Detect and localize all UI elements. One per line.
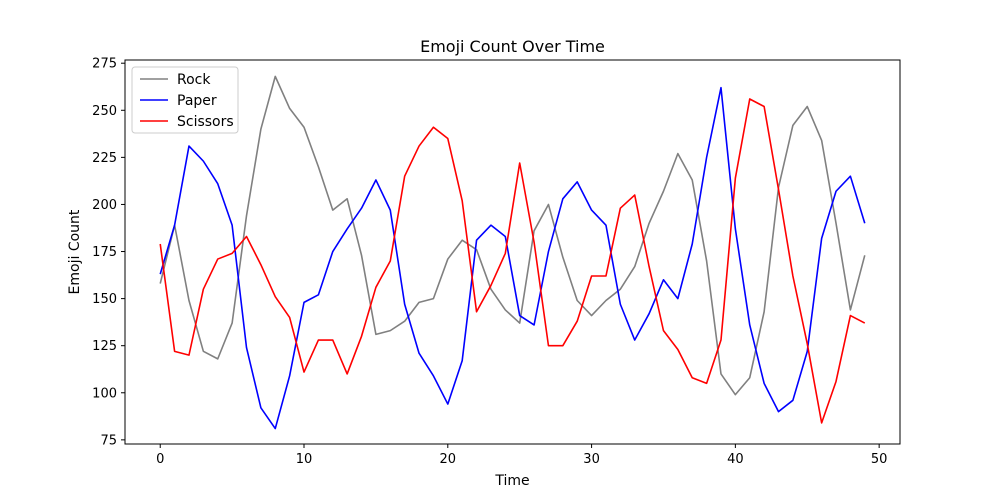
x-tick-label: 40	[727, 452, 744, 467]
y-tick-label: 125	[92, 339, 117, 354]
chart-title: Emoji Count Over Time	[420, 37, 605, 56]
legend-label-rock: Rock	[177, 72, 211, 88]
series-line-rock	[159, 75, 866, 396]
y-tick-label: 100	[92, 386, 117, 401]
y-tick-label: 250	[92, 104, 117, 119]
y-axis: 75 100 125 150 175 200 225 250 275	[92, 57, 125, 448]
x-tick-label: 30	[583, 452, 600, 467]
x-tick-label: 50	[871, 452, 888, 467]
x-tick-label: 10	[296, 452, 313, 467]
legend: Rock Paper Scissors	[131, 66, 239, 134]
x-tick-label: 20	[440, 452, 457, 467]
y-tick-label: 75	[100, 433, 117, 448]
series-line-scissors	[159, 98, 866, 424]
y-tick-label: 200	[92, 198, 117, 213]
y-axis-label: Emoji Count	[67, 209, 83, 294]
legend-label-paper: Paper	[177, 93, 217, 109]
y-tick-label: 275	[92, 57, 117, 72]
legend-label-scissors: Scissors	[177, 114, 234, 130]
x-tick-label: 0	[156, 452, 164, 467]
legend-box	[131, 66, 239, 134]
y-tick-label: 150	[92, 292, 117, 307]
x-axis-label: Time	[494, 473, 529, 489]
plot-area	[159, 75, 866, 430]
y-tick-label: 225	[92, 151, 117, 166]
series-line-paper	[159, 86, 866, 430]
y-tick-label: 175	[92, 245, 117, 260]
x-axis: 0 10 20 30 40 50	[156, 444, 887, 467]
